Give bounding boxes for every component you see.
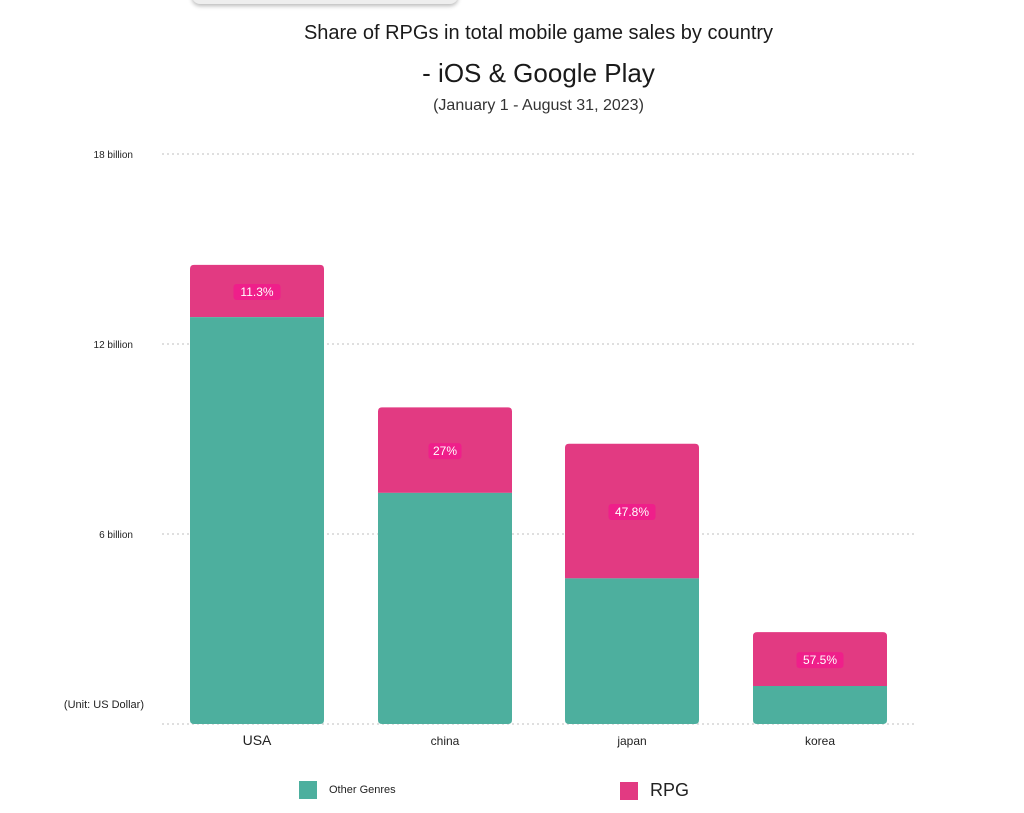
chart-subtitle: - iOS & Google Play <box>422 58 655 88</box>
share-label-bg <box>428 443 462 460</box>
bar-other-genres <box>190 317 324 724</box>
legend-swatch-rpg <box>620 781 638 800</box>
legend-swatch-other-genres <box>299 781 317 799</box>
legend-label-other-genres: Other Genres <box>329 784 396 796</box>
x-category-label: japan <box>616 734 646 748</box>
y-tick-label: 6 billion <box>99 530 133 541</box>
window-top-bar <box>192 0 458 4</box>
share-label: 11.3% <box>240 285 273 299</box>
chart-title: Share of RPGs in total mobile game sales… <box>303 22 774 44</box>
unit-note: (Unit: US Dollar) <box>64 699 144 711</box>
legend-label-rpg: RPG <box>650 780 690 800</box>
legend-item-other-genres: Other Genres <box>299 781 396 799</box>
x-category-label: korea <box>805 734 835 748</box>
bar-other-genres <box>753 686 887 724</box>
share-label: 57.5% <box>803 653 837 667</box>
share-label-bg <box>233 283 281 300</box>
legend-item-rpg: RPG <box>620 780 689 801</box>
bar-other-genres <box>378 492 512 724</box>
bar-other-genres <box>565 578 699 724</box>
chart-date-range: (January 1 - August 31, 2023) <box>433 97 644 114</box>
share-label-bg <box>608 504 656 521</box>
x-category-label: china <box>431 734 460 748</box>
y-tick-label: 18 billion <box>94 150 133 161</box>
y-tick-label: 12 billion <box>94 340 133 351</box>
share-label: 27% <box>433 444 457 458</box>
share-label-bg <box>796 652 844 669</box>
x-category-label: USA <box>243 732 272 748</box>
share-label: 47.8% <box>615 505 649 519</box>
